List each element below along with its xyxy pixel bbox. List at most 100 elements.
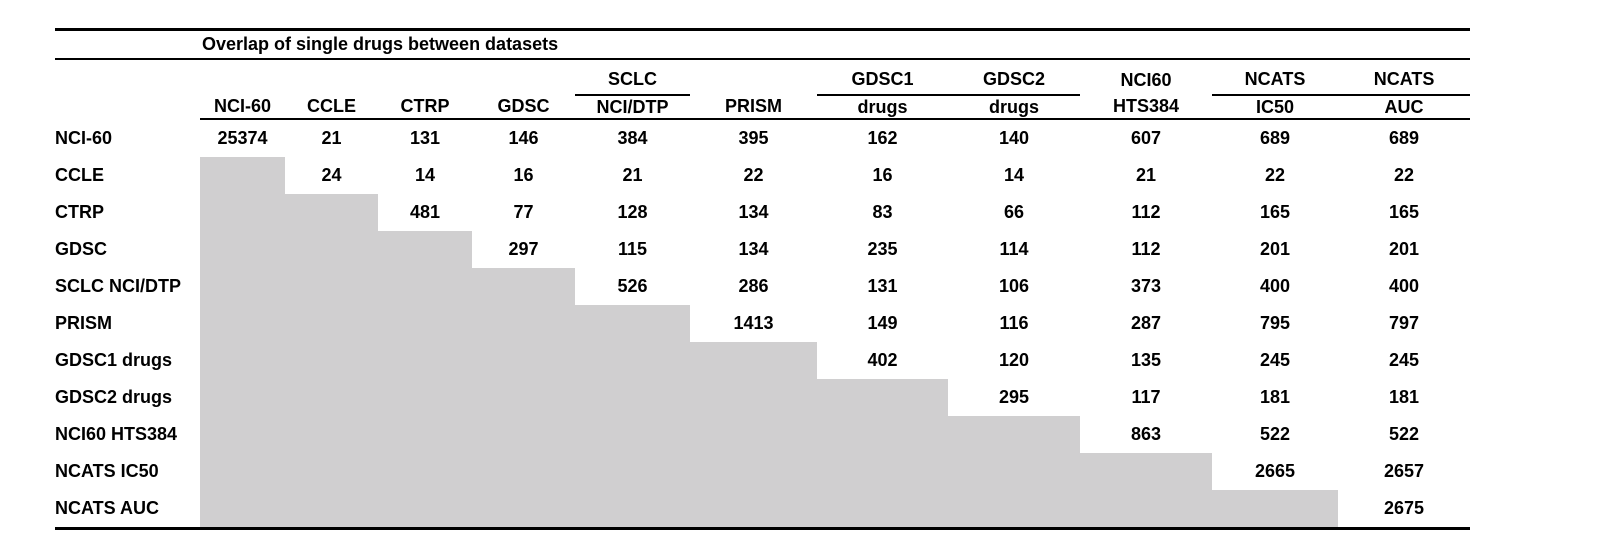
row-label: GDSC2 drugs: [55, 387, 173, 407]
value-cell: 140: [998, 128, 1030, 148]
value-cell: 295: [998, 387, 1030, 407]
value-cell: 2675: [1338, 490, 1471, 530]
corner-cell: [55, 59, 200, 95]
column-header-ctrp: CTRP: [378, 95, 472, 120]
value-cell: 149: [867, 313, 898, 333]
value-cell: 373: [1130, 276, 1162, 296]
value-cell: 24: [321, 165, 342, 185]
value-cell: 112: [1131, 202, 1161, 222]
shaded-cell: [690, 342, 817, 379]
row-label: GDSC1 drugs: [55, 350, 173, 370]
value-cell: 112: [1131, 239, 1161, 259]
value-cell: 116: [999, 313, 1029, 333]
shaded-cell: [378, 268, 472, 305]
value-cell: 165: [1259, 202, 1291, 222]
value-cell: 1413: [733, 313, 774, 333]
column-header-row: NCI-60 CCLE CTRP GDSC NCI/DTP PRISM drug…: [55, 95, 1471, 120]
overlap-table: Overlap of single drugs between datasets…: [55, 28, 1471, 530]
row-label: NCI-60: [55, 127, 113, 148]
value-cell: 162: [867, 128, 898, 148]
value-cell: 16: [513, 165, 534, 185]
column-header-gdsc1-drugs: drugs: [817, 95, 948, 120]
table-row: CTRP 481 77 128 134 83 66 112 165 165: [55, 194, 1470, 231]
value-cell: 287: [1130, 313, 1162, 333]
shaded-cell: [1212, 490, 1338, 530]
shaded-cell: [472, 305, 575, 342]
value-cell: 134: [738, 202, 769, 222]
shaded-cell: [817, 379, 948, 416]
column-group-gdsc2: GDSC2: [948, 59, 1080, 96]
value-cell: 235: [867, 239, 898, 259]
value-cell: 134: [738, 239, 769, 259]
shaded-cell: [378, 416, 472, 453]
row-label: CCLE: [55, 165, 104, 185]
table-row: CCLE 24 14 16 21 22 16 14 21 22 22: [55, 157, 1470, 194]
value-cell: 795: [1259, 313, 1291, 333]
shaded-cell: [817, 416, 948, 453]
shaded-cell: [285, 453, 378, 490]
value-cell: 16: [872, 165, 893, 185]
value-cell: 25374: [217, 128, 268, 148]
title-row: Overlap of single drugs between datasets: [55, 28, 1471, 60]
table-row: NCI-60 25374 21 131 146 384 395 162 140 607 689 689: [55, 119, 1470, 157]
value-cell: 22: [743, 165, 764, 185]
shaded-cell: [285, 305, 378, 342]
shaded-cell: [575, 453, 690, 490]
shaded-cell: [200, 268, 285, 305]
value-cell: 21: [1135, 165, 1157, 185]
shaded-cell: [690, 490, 817, 530]
shaded-cell: [285, 490, 378, 530]
shaded-cell: [472, 453, 575, 490]
shaded-cell: [378, 379, 472, 416]
column-header-nci-60: NCI-60: [200, 95, 285, 120]
shaded-cell: [817, 453, 948, 490]
shaded-cell: [378, 342, 472, 379]
corner-cell: [55, 95, 200, 119]
shaded-cell: [200, 490, 285, 530]
value-cell: 181: [1259, 387, 1291, 407]
row-label: SCLC NCI/DTP: [55, 276, 181, 296]
shaded-cell: [285, 379, 378, 416]
value-cell: 863: [1130, 424, 1162, 444]
value-cell: 114: [999, 239, 1029, 259]
shaded-cell: [285, 231, 378, 268]
value-cell: 297: [508, 239, 539, 259]
column-group-sclc: SCLC: [575, 59, 690, 96]
column-header-gdsc2-drugs: drugs: [948, 95, 1080, 120]
shaded-cell: [200, 194, 285, 231]
shaded-cell: [817, 490, 948, 530]
value-cell: 117: [1131, 387, 1161, 407]
shaded-cell: [200, 305, 285, 342]
value-cell: 400: [1389, 276, 1420, 296]
value-cell: 481: [409, 202, 441, 222]
value-cell: 395: [738, 128, 769, 148]
value-cell: 14: [414, 165, 436, 185]
row-label: PRISM: [55, 313, 113, 333]
value-cell: 181: [1389, 387, 1420, 407]
value-cell: 22: [1394, 165, 1415, 185]
shaded-cell: [690, 379, 817, 416]
shaded-cell: [575, 305, 690, 342]
shaded-cell: [472, 490, 575, 530]
shaded-cell: [200, 157, 285, 194]
column-group-nci60: NCI60: [1120, 70, 1172, 90]
value-cell: 522: [1389, 424, 1420, 444]
corner-cell: [55, 28, 200, 60]
value-cell: 689: [1389, 128, 1420, 148]
shaded-cell: [285, 268, 378, 305]
column-header-ccle: CCLE: [285, 95, 378, 120]
shaded-cell: [472, 268, 575, 305]
shaded-cell: [948, 453, 1080, 490]
table-row: GDSC1 drugs 402 120 135 245 245: [55, 342, 1470, 379]
row-label: GDSC: [55, 239, 108, 259]
shaded-cell: [575, 379, 690, 416]
shaded-cell: [378, 305, 472, 342]
value-cell: 115: [617, 239, 648, 259]
value-cell: 21: [622, 165, 643, 185]
table-row: GDSC2 drugs 295 117 181 181: [55, 379, 1470, 416]
table-title: Overlap of single drugs between datasets: [200, 28, 1471, 60]
value-cell: 165: [1389, 202, 1420, 222]
value-cell: 106: [998, 276, 1030, 296]
value-cell: 2665: [1254, 461, 1296, 481]
shaded-cell: [575, 416, 690, 453]
